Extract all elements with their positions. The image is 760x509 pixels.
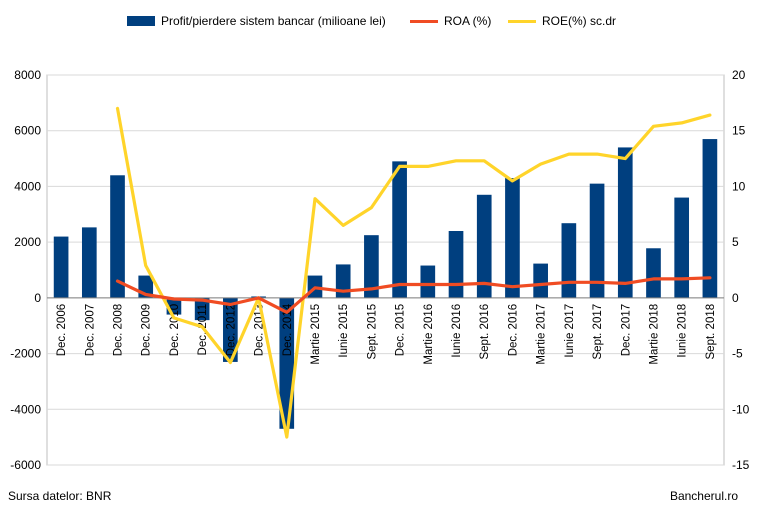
- bar: [110, 175, 125, 298]
- x-tick-label: Martie 2017: [536, 304, 548, 365]
- y-left-tick-label: 4000: [14, 179, 41, 193]
- x-tick-label: Dec. 2007: [84, 304, 96, 356]
- x-tick-label: Dec. 2008: [113, 304, 125, 356]
- bar: [53, 236, 69, 298]
- bar: [420, 265, 436, 298]
- bar: [476, 194, 492, 298]
- y-left-tick-label: -2000: [10, 347, 41, 361]
- bar: [617, 147, 633, 298]
- roa-line: [115, 276, 712, 314]
- y-left-tick-label: -6000: [10, 458, 41, 472]
- legend-swatch-roe: [508, 19, 536, 23]
- bar: [533, 263, 548, 298]
- roe-line: [115, 106, 712, 439]
- x-tick-label: Sept. 2015: [366, 304, 378, 360]
- legend-item-profit: Profit/pierdere sistem bancar (milioane …: [127, 14, 386, 28]
- x-tick-label: Martie 2015: [310, 304, 322, 365]
- bar: [561, 223, 577, 298]
- x-tick-label: Dec. 2012: [225, 304, 237, 356]
- y-left-tick-label: 0: [34, 291, 41, 305]
- legend-label-roa: ROA (%): [444, 14, 492, 28]
- legend-swatch-roa: [410, 19, 438, 23]
- x-tick-label: Dec. 2006: [56, 304, 68, 356]
- y-right-tick-label: -5: [732, 347, 743, 361]
- y-right-tick-label: 0: [732, 291, 739, 305]
- x-tick-label: Iunie 2017: [564, 304, 576, 358]
- bar: [364, 235, 379, 298]
- y-right-tick-label: -10: [732, 402, 750, 416]
- x-tick-label: Martie 2016: [423, 304, 435, 365]
- bar: [702, 139, 718, 298]
- legend-swatch-profit: [127, 16, 155, 26]
- bar: [589, 183, 605, 298]
- legend-label-roe: ROE(%) sc.dr: [542, 14, 617, 28]
- bar: [335, 264, 351, 298]
- x-tick-label: Sept. 2018: [705, 304, 717, 360]
- bar: [194, 297, 210, 321]
- x-tick-label: Iunie 2018: [677, 304, 689, 358]
- x-tick-label: Dec. 2017: [620, 304, 632, 356]
- bar: [81, 227, 97, 298]
- brand-label: Bancherul.ro: [669, 489, 738, 503]
- x-tick-label: Iunie 2016: [451, 304, 463, 358]
- bar: [392, 161, 407, 298]
- legend-item-roa: ROA (%): [410, 14, 491, 28]
- x-tick-label: Martie 2018: [648, 304, 660, 365]
- y-right-tick-label: 5: [732, 235, 739, 249]
- y-right-tick-label: 10: [732, 179, 746, 193]
- y-left-tick-label: 8000: [14, 68, 41, 82]
- legend-label-profit: Profit/pierdere sistem bancar (milioane …: [161, 14, 386, 28]
- x-tick-label: Dec. 2014: [282, 303, 294, 356]
- bar: [448, 231, 464, 298]
- y-left-tick-label: -4000: [10, 402, 41, 416]
- bar: [505, 178, 520, 298]
- legend-item-roe: ROE(%) sc.dr: [508, 14, 616, 28]
- x-tick-label: Dec. 2015: [395, 304, 407, 356]
- source-note: Sursa datelor: BNR: [8, 489, 112, 503]
- y-right-tick-label: -15: [732, 458, 750, 472]
- y-left-tick-label: 2000: [14, 235, 41, 249]
- x-tick-label: Dec. 2016: [507, 304, 519, 356]
- x-tick-label: Dec. 2009: [141, 304, 153, 356]
- y-right-tick-label: 15: [732, 124, 746, 138]
- bar: [646, 248, 661, 298]
- bar: [674, 197, 690, 298]
- legend: Profit/pierdere sistem bancar (milioane …: [0, 14, 760, 34]
- y-right-tick-label: 20: [732, 68, 746, 82]
- x-tick-label: Sept. 2016: [479, 304, 491, 360]
- bar: [223, 297, 238, 362]
- x-tick-label: Sept. 2017: [592, 304, 604, 360]
- y-left-tick-label: 6000: [14, 124, 41, 138]
- x-tick-label: Iunie 2015: [338, 304, 350, 358]
